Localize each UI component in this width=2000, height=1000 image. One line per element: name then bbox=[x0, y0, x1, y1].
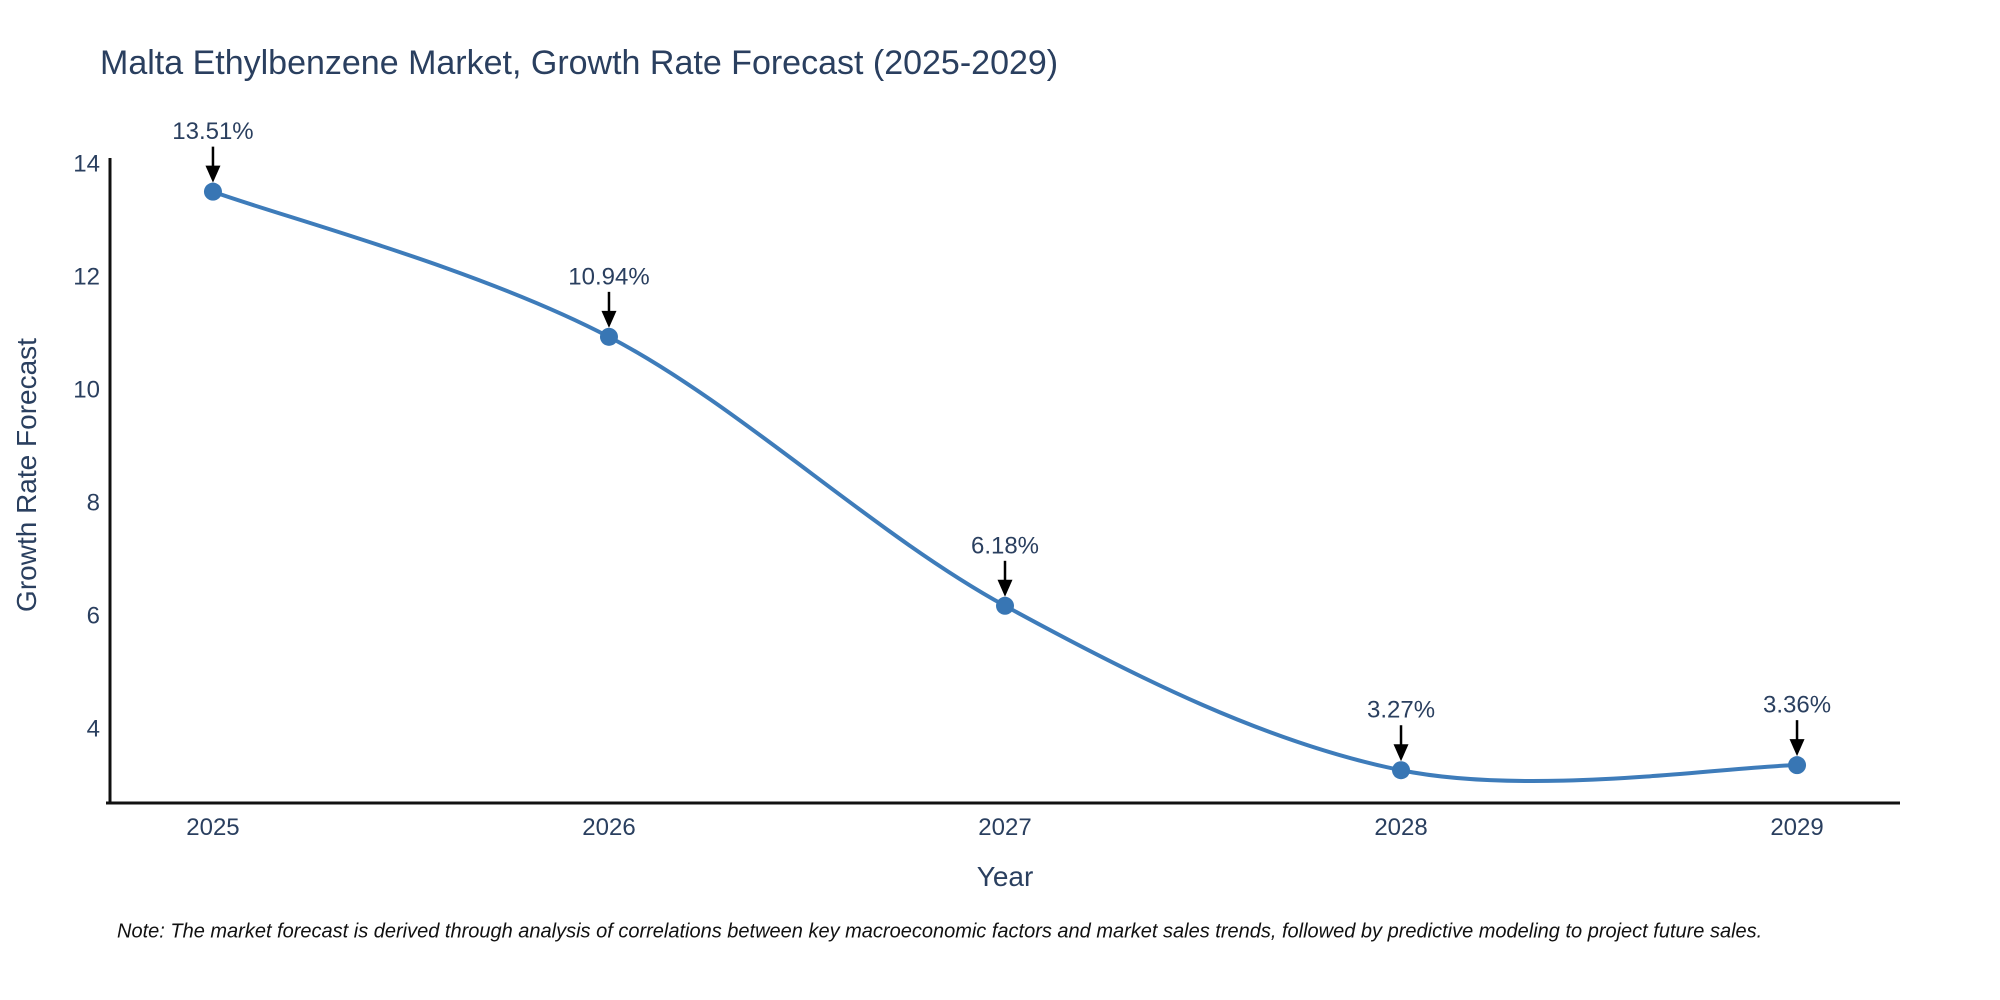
y-tick-label: 8 bbox=[87, 489, 100, 516]
chart-title: Malta Ethylbenzene Market, Growth Rate F… bbox=[100, 44, 1059, 82]
data-point-marker[interactable] bbox=[599, 327, 618, 346]
data-point-marker[interactable] bbox=[203, 182, 222, 201]
x-tick-label: 2028 bbox=[1374, 814, 1427, 841]
x-tick-label: 2027 bbox=[978, 814, 1031, 841]
y-tick-label: 12 bbox=[73, 263, 100, 290]
trend-line bbox=[212, 189, 1798, 783]
data-point-marker[interactable] bbox=[1788, 756, 1807, 775]
y-tick-label: 6 bbox=[87, 602, 100, 629]
annotation-arrowhead-icon bbox=[601, 310, 617, 328]
y-tick-label: 10 bbox=[73, 376, 100, 403]
data-point-marker[interactable] bbox=[1392, 761, 1411, 780]
y-tick-label: 14 bbox=[73, 150, 100, 177]
annotation-label: 6.18% bbox=[971, 532, 1039, 559]
annotation-label: 3.36% bbox=[1763, 692, 1831, 719]
annotation-arrowhead-icon bbox=[997, 579, 1013, 597]
annotation-label: 3.27% bbox=[1367, 697, 1435, 724]
footnote: Note: The market forecast is derived thr… bbox=[117, 920, 1763, 943]
annotation-arrowhead-icon bbox=[1789, 739, 1805, 757]
x-axis-label: Year bbox=[976, 861, 1034, 892]
x-tick-label: 2029 bbox=[1770, 814, 1823, 841]
y-tick-label: 4 bbox=[87, 715, 100, 742]
data-point-marker[interactable] bbox=[996, 596, 1014, 615]
annotation-label: 10.94% bbox=[568, 263, 649, 290]
annotation-arrowhead-icon bbox=[205, 165, 221, 183]
annotation-arrowhead-icon bbox=[1393, 744, 1409, 762]
x-tick-label: 2026 bbox=[582, 814, 635, 841]
x-tick-label: 2025 bbox=[186, 814, 239, 841]
annotation-label: 13.51% bbox=[172, 118, 253, 145]
